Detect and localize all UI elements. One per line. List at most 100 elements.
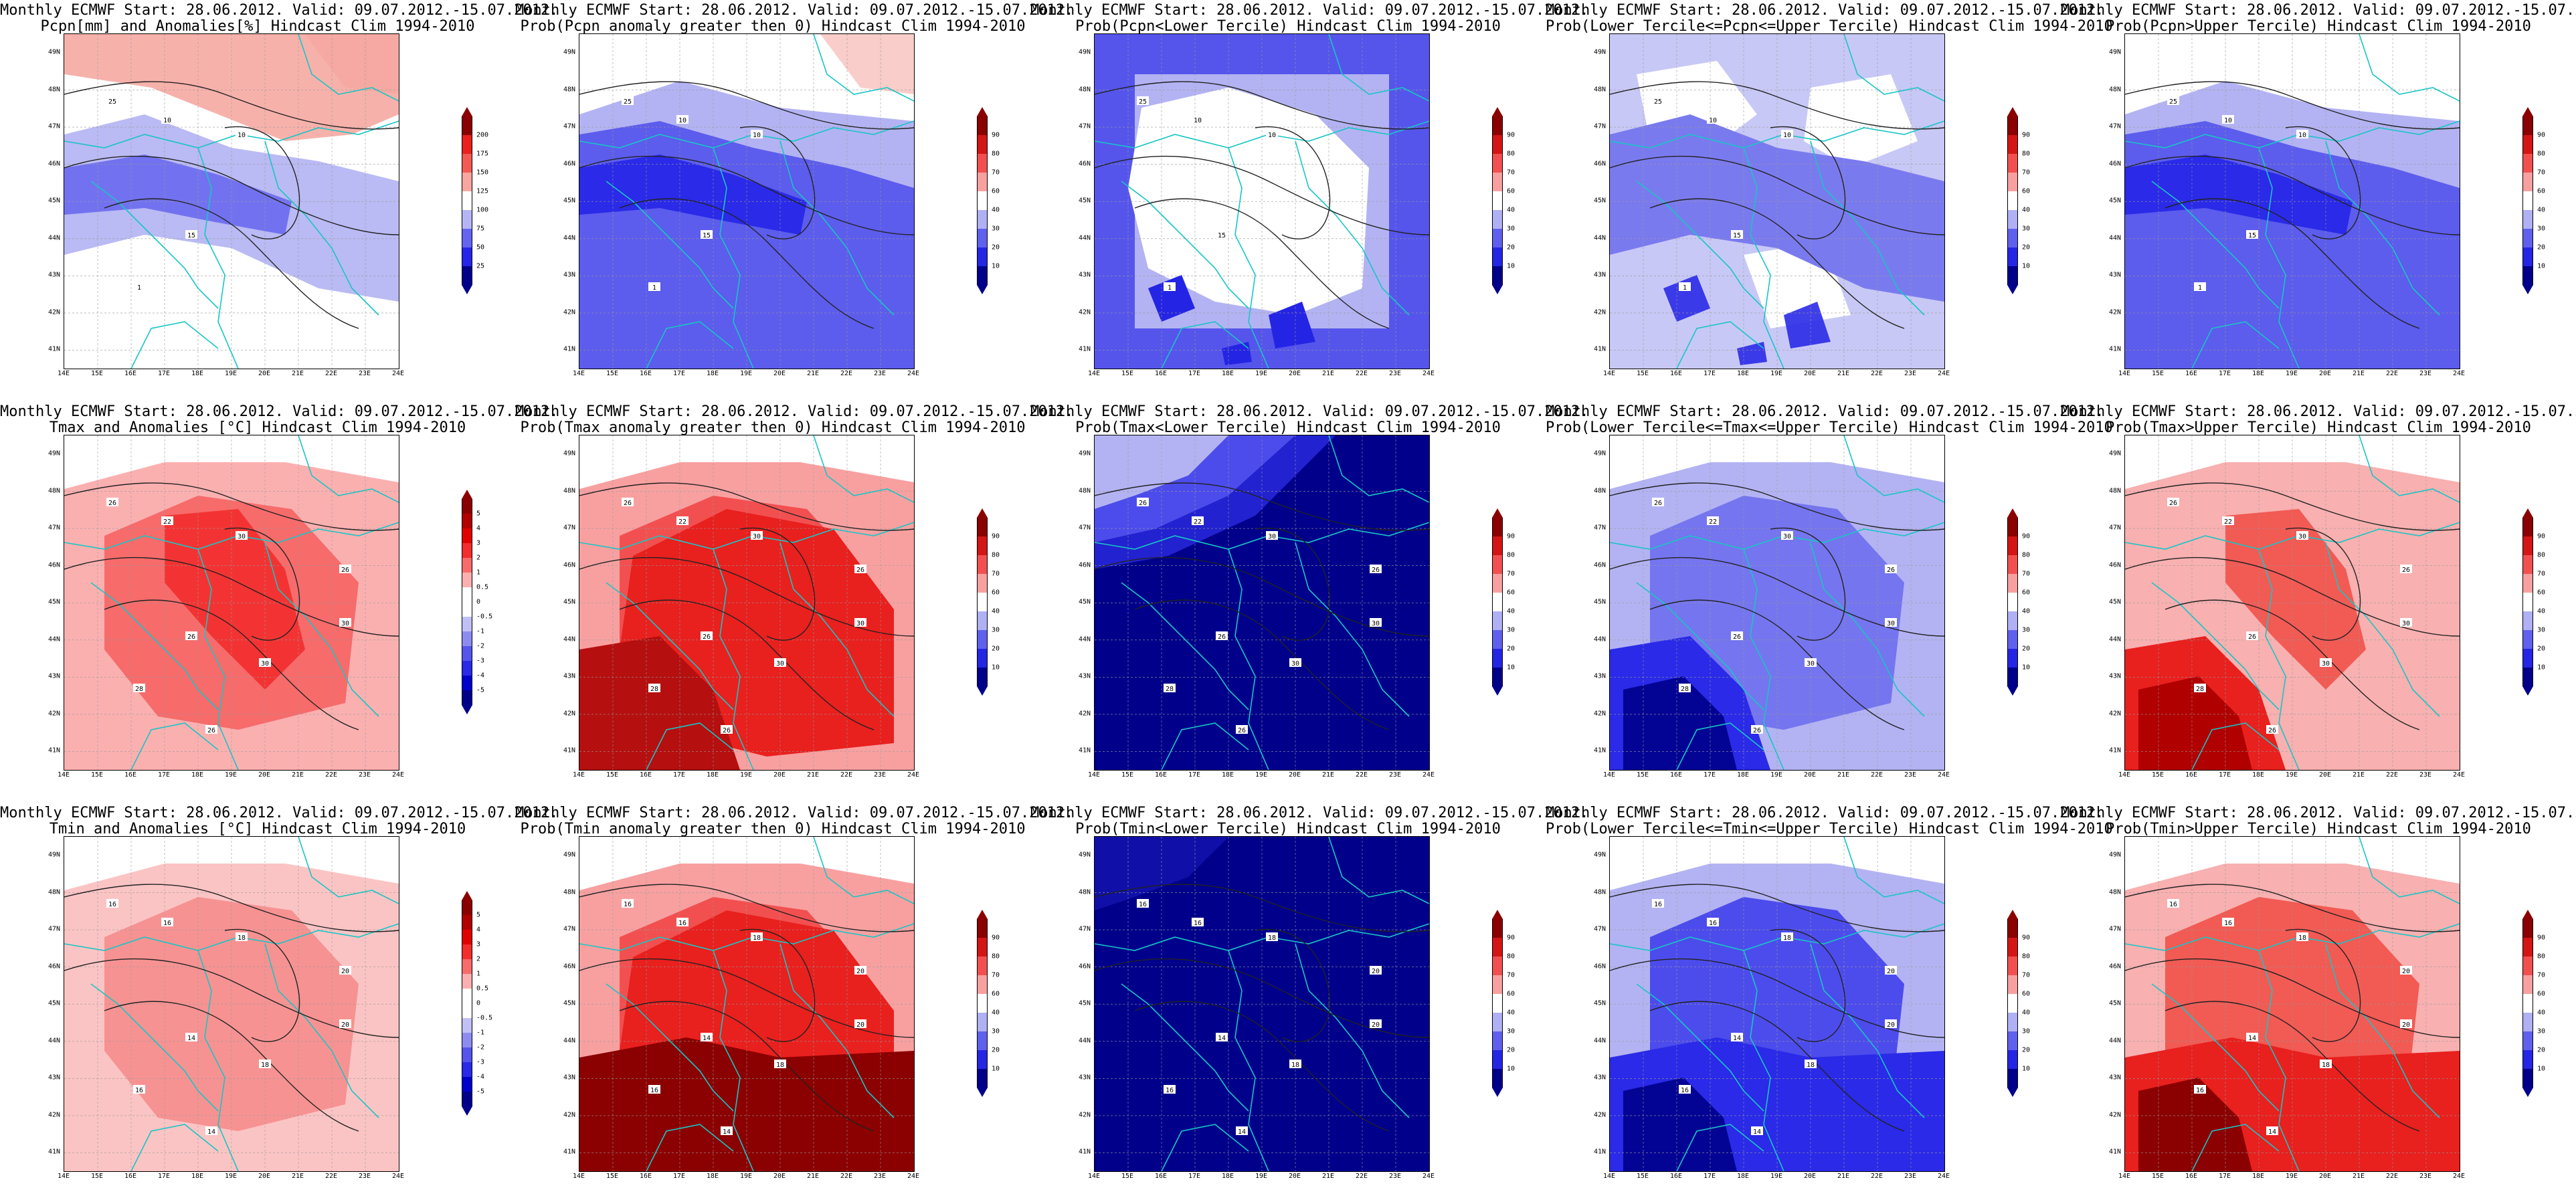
colorbar-tick-label: 10 [2022, 1065, 2031, 1073]
map-plot: 25 10 10 15 1 [1609, 33, 1945, 369]
lat-axis: 49N 48N 47N 46N 45N 44N 43N 42N 41N [557, 836, 577, 1171]
colorbar-segment [977, 116, 988, 135]
panel-subtitle: Prob(Tmin>Upper Tercile) Hindcast Clim 1… [2106, 821, 2531, 837]
lon-tick-label: 21E [806, 1173, 820, 1180]
contour-line [1255, 126, 1331, 239]
colorbar-segment [977, 1050, 988, 1069]
lon-tick-label: 21E [1837, 370, 1850, 377]
lat-tick-label: 42N [1593, 308, 1606, 316]
lon-tick-label: 21E [806, 370, 820, 377]
colorbar-segment [2522, 630, 2533, 649]
colorbar-arrow-top [1492, 910, 1503, 919]
colorbar-tick-label: -3 [476, 657, 485, 665]
lon-tick-label: 19E [1770, 771, 1783, 779]
contour-label-box [774, 1060, 786, 1068]
lat-tick-label: 44N [1593, 234, 1606, 242]
lat-tick-label: 46N [2108, 561, 2121, 569]
contour-label-box [2400, 565, 2412, 573]
lat-tick-label: 44N [563, 1037, 575, 1045]
colorbar-tick-label: 40 [1507, 1009, 1515, 1017]
colorbar-segment [2522, 574, 2533, 593]
lon-tick-label: 18E [1736, 370, 1750, 377]
colorbar-tick-label: 30 [992, 1027, 1000, 1035]
colorbar-segment [2007, 593, 2018, 611]
colorbar-tick-label: 2 [476, 554, 481, 562]
colorbar-tick-label: 40 [2537, 1009, 2546, 1017]
contour-label-box [1137, 899, 1149, 908]
lon-tick-label: 14E [1602, 1173, 1616, 1180]
colorbar-segment [462, 1033, 472, 1047]
lon-tick-label: 19E [224, 771, 238, 779]
lat-tick-label: 42N [563, 710, 575, 718]
colorbar-arrow-top [2007, 910, 2018, 919]
colorbar-segment [2522, 266, 2533, 285]
colorbar-segment [1492, 957, 1503, 975]
colorbar-segment [462, 1018, 472, 1033]
lat-tick-label: 42N [1078, 308, 1091, 316]
colorbar-tick-label: 10 [2537, 1065, 2546, 1073]
contour-label: 14 [703, 1035, 711, 1042]
map-panel-p9: Monthly ECMWF Start: 28.06.2012. Valid: … [1546, 401, 2113, 803]
contour-label: 16 [624, 901, 632, 908]
lon-tick-label: 20E [2318, 771, 2332, 779]
contour-label-box [2400, 1019, 2412, 1028]
map-panel-p6: Monthly ECMWF Start: 28.06.2012. Valid: … [0, 401, 558, 803]
contour-label: 30 [1807, 660, 1815, 668]
panel-subtitle: Prob(Tmax>Upper Tercile) Hindcast Clim 1… [2106, 419, 2531, 436]
colorbar-segment [462, 1092, 472, 1106]
colorbar [462, 490, 472, 714]
contour-label: 15 [703, 232, 711, 239]
border-line [2191, 321, 2280, 369]
contour-line [64, 884, 399, 932]
colorbar-tick-label: 40 [2537, 607, 2546, 615]
colorbar-segment [1492, 518, 1503, 536]
contour-line [104, 1001, 359, 1132]
border-line [1328, 435, 1429, 503]
colorbar-segment [462, 646, 472, 661]
colorbar-segment [462, 558, 472, 573]
colorbar-segment [462, 266, 472, 285]
colorbar-segment [1492, 555, 1503, 574]
contour-label-box [2400, 618, 2412, 627]
contour-line [1610, 482, 1944, 531]
contour-label: 20 [1372, 1021, 1380, 1029]
lon-axis: 14E 15E 16E 17E 18E 19E 20E 21E 22E 23E 24E [1603, 771, 1950, 781]
lat-tick-label: 45N [2108, 598, 2121, 606]
colorbar-segment [462, 974, 472, 989]
panel-header-line: Monthly ECMWF Start: 28.06.2012. Valid: … [1030, 403, 1589, 420]
colorbar-segment [2007, 173, 2018, 191]
panel-subtitle: Tmax and Anomalies [°C] Hindcast Clim 19… [49, 419, 466, 436]
colorbar-tick-label: -2 [476, 642, 485, 650]
map-plot: 25 10 10 15 1 [64, 33, 399, 369]
contour-label: 16 [1139, 901, 1147, 908]
lat-tick-label: 42N [1593, 1111, 1606, 1119]
colorbar-tick-label: -4 [476, 1073, 485, 1081]
colorbar-segment [2007, 919, 2018, 938]
lat-tick-label: 44N [1078, 635, 1091, 643]
contour-label: 14 [207, 1128, 215, 1136]
lon-tick-label: 21E [291, 771, 304, 779]
colorbar-tick-label: -0.5 [476, 613, 493, 621]
lon-tick-label: 20E [1803, 771, 1817, 779]
lon-tick-label: 21E [2352, 1173, 2365, 1180]
contour-label: 1 [1683, 284, 1687, 292]
lon-tick-label: 24E [1937, 771, 1950, 779]
contour-label-box [133, 282, 145, 291]
contour-label-box [2400, 966, 2412, 975]
lon-tick-label: 22E [2385, 771, 2399, 779]
colorbar-tick-label: 10 [2537, 262, 2546, 270]
colorbar-segment [2522, 536, 2533, 555]
contour-label-box [1266, 130, 1278, 138]
colorbar-segment [1492, 1069, 1503, 1088]
contour-line [579, 155, 914, 235]
colorbar-segment [462, 915, 472, 930]
border-line [813, 34, 914, 102]
colorbar-segment [2522, 173, 2533, 191]
lat-tick-label: 49N [48, 48, 60, 56]
colorbar-segment [1492, 191, 1503, 210]
colorbar-tick-label: 90 [1507, 131, 1515, 139]
lat-tick-label: 46N [2108, 963, 2121, 971]
colorbar [462, 891, 472, 1116]
colorbar-arrow-bottom [2007, 1088, 2018, 1097]
border-line [606, 181, 734, 309]
